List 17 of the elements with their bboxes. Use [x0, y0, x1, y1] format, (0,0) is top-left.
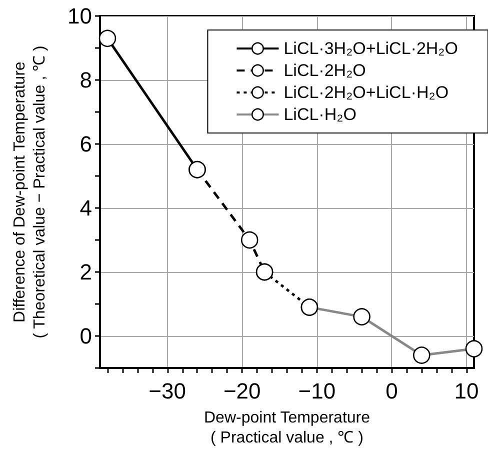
y-tick-label: 2 [80, 260, 92, 284]
legend-label: LiCL·3H₂O+LiCL·2H₂O [284, 39, 458, 58]
legend-label: LiCL·2H₂O [284, 61, 366, 80]
y-tick-label: 10 [68, 4, 92, 28]
y-tick-label: 6 [80, 132, 92, 156]
x-tick-label: −20 [223, 378, 261, 404]
y-tick-label: 8 [80, 68, 92, 92]
x-tick-label: 0 [386, 378, 398, 404]
x-tick-label: −30 [148, 378, 186, 404]
x-tick-label: 10 [454, 378, 479, 404]
x-axis-title: Dew-point Temperature ( Practical value , ℃ ) [204, 410, 370, 446]
y-axis-title: Difference of Dew-point Temperature ( Theoretical value − Practical value , ℃ ) [12, 46, 48, 338]
y-tick-label: 0 [80, 324, 92, 348]
legend-label: LiCL·2H₂O+LiCL·H₂O [284, 83, 449, 102]
x-tick-label: −10 [298, 378, 336, 404]
legend-label: LiCL·H₂O [284, 105, 356, 124]
y-tick-label: 4 [80, 196, 92, 220]
